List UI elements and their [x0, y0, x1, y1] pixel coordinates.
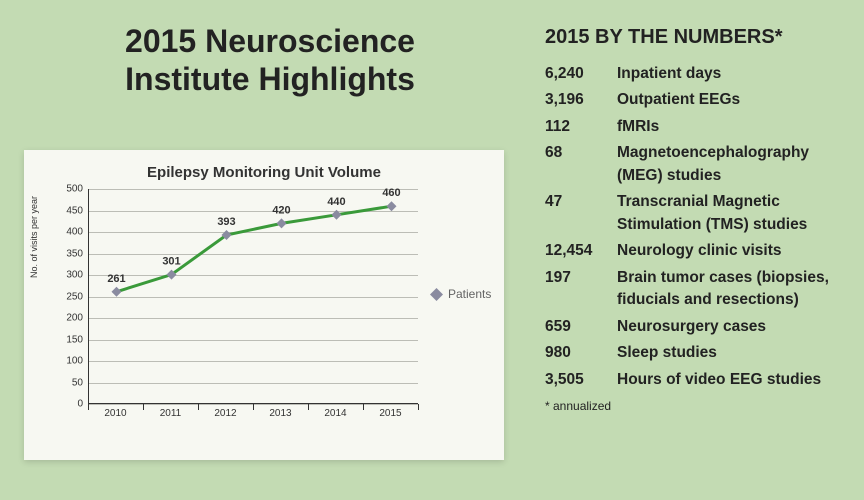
diamond-icon	[332, 210, 342, 220]
diamond-icon	[387, 201, 397, 211]
stat-label: fMRIs	[617, 116, 659, 138]
stat-row: 6,240Inpatient days	[545, 63, 845, 85]
x-tick	[418, 404, 419, 410]
stats-footnote: * annualized	[545, 399, 845, 413]
stat-number: 659	[545, 316, 617, 338]
stats-heading: 2015 BY THE NUMBERS*	[545, 26, 845, 49]
chart-title: Epilepsy Monitoring Unit Volume	[42, 164, 486, 181]
stat-row: 197Brain tumor cases (biopsies, fiducial…	[545, 267, 845, 312]
stats-panel: 2015 BY THE NUMBERS* 6,240Inpatient days…	[545, 26, 845, 413]
legend: Patients	[430, 287, 491, 301]
diamond-icon	[277, 218, 287, 228]
data-point: 393	[217, 216, 235, 240]
x-axis: 2010 2011 2012 2013 2014 2015	[88, 404, 418, 428]
stat-label: Magnetoencephalography (MEG) studies	[617, 142, 845, 187]
x-tick-label: 2012	[214, 408, 236, 419]
stat-label: Transcranial Magnetic Stimulation (TMS) …	[617, 191, 845, 236]
series-line	[117, 206, 392, 292]
data-label: 440	[327, 196, 345, 208]
data-label: 261	[107, 273, 125, 285]
stat-label: Inpatient days	[617, 63, 721, 85]
data-label: 393	[217, 216, 235, 228]
y-axis-label: No. of visits per year	[29, 196, 39, 278]
x-tick-label: 2014	[324, 408, 346, 419]
stat-label: Neurosurgery cases	[617, 316, 766, 338]
x-tick-label: 2010	[104, 408, 126, 419]
stat-number: 68	[545, 142, 617, 187]
stat-row: 980Sleep studies	[545, 342, 845, 364]
stat-row: 3,196Outpatient EEGs	[545, 89, 845, 111]
stats-list: 6,240Inpatient days3,196Outpatient EEGs1…	[545, 63, 845, 391]
data-point: 261	[107, 273, 125, 297]
stat-number: 47	[545, 191, 617, 236]
data-label: 420	[272, 204, 290, 216]
stat-row: 3,505Hours of video EEG studies	[545, 369, 845, 391]
stat-number: 12,454	[545, 240, 617, 262]
stat-number: 980	[545, 342, 617, 364]
chart-svg: 261 301 393 420 440 460	[89, 189, 419, 404]
data-label: 460	[382, 187, 400, 199]
stat-number: 112	[545, 116, 617, 138]
stat-row: 47Transcranial Magnetic Stimulation (TMS…	[545, 191, 845, 236]
y-tick-label: 350	[66, 248, 89, 259]
stat-label: Hours of video EEG studies	[617, 369, 821, 391]
x-tick-label: 2013	[269, 408, 291, 419]
x-tick	[143, 404, 144, 410]
stat-number: 3,196	[545, 89, 617, 111]
y-tick-label: 300	[66, 270, 89, 281]
stat-row: 112fMRIs	[545, 116, 845, 138]
diamond-icon	[112, 287, 122, 297]
y-tick-label: 200	[66, 313, 89, 324]
stat-row: 12,454Neurology clinic visits	[545, 240, 845, 262]
x-tick-label: 2011	[160, 408, 182, 419]
y-tick-label: 150	[66, 334, 89, 345]
y-tick-label: 100	[66, 356, 89, 367]
stat-row: 68Magnetoencephalography (MEG) studies	[545, 142, 845, 187]
x-tick	[308, 404, 309, 410]
x-tick	[88, 404, 89, 410]
x-tick	[198, 404, 199, 410]
stat-label: Neurology clinic visits	[617, 240, 782, 262]
stat-label: Outpatient EEGs	[617, 89, 740, 111]
y-tick-label: 50	[72, 377, 89, 388]
plot-area: 050100150200250300350400450500 261301393…	[88, 189, 418, 404]
x-tick	[253, 404, 254, 410]
stat-label: Sleep studies	[617, 342, 717, 364]
y-tick-label: 450	[66, 205, 89, 216]
x-tick-label: 2015	[379, 408, 401, 419]
x-tick	[363, 404, 364, 410]
chart-panel: Epilepsy Monitoring Unit Volume No. of v…	[24, 150, 504, 460]
stat-number: 197	[545, 267, 617, 312]
chart-body: No. of visits per year 05010015020025030…	[42, 189, 486, 439]
y-tick-label: 400	[66, 227, 89, 238]
stat-number: 6,240	[545, 63, 617, 85]
legend-label: Patients	[448, 287, 491, 301]
stat-row: 659Neurosurgery cases	[545, 316, 845, 338]
stat-label: Brain tumor cases (biopsies, fiducials a…	[617, 267, 845, 312]
stat-number: 3,505	[545, 369, 617, 391]
diamond-icon	[430, 288, 443, 301]
page-title: 2015 Neuroscience Institute Highlights	[60, 22, 480, 99]
data-label: 301	[162, 256, 180, 268]
y-tick-label: 500	[66, 184, 89, 195]
y-tick-label: 250	[66, 291, 89, 302]
